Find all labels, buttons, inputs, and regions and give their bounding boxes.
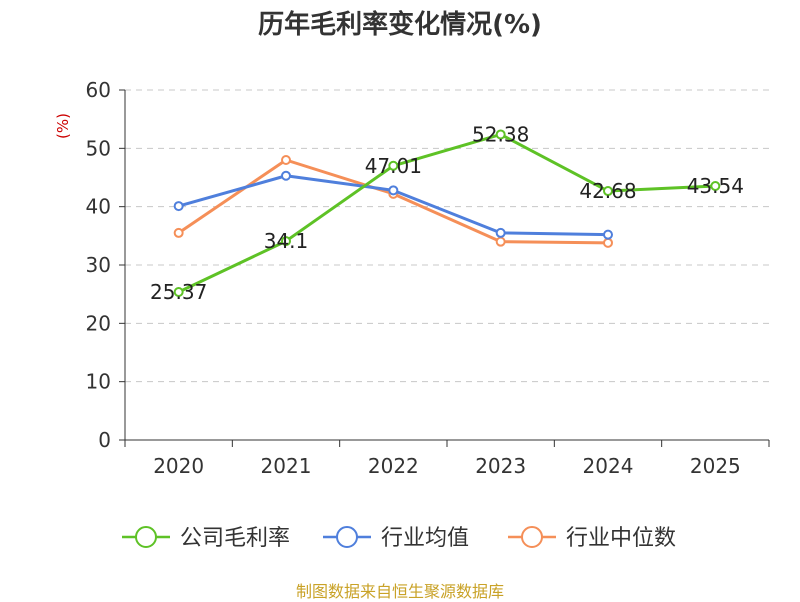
data-point [281,155,291,165]
y-tick-label: 10 [86,370,111,394]
legend-marker [521,526,543,548]
legend-label: 行业均值 [381,526,469,551]
data-label: 47.01 [365,154,422,178]
data-point [603,237,613,248]
x-tick-label: 2025 [690,454,741,478]
y-tick-label: 40 [86,195,111,219]
legend-marker [135,526,157,548]
y-axis-label: (%) [54,113,72,139]
y-tick-label: 20 [86,311,111,335]
data-label: 43.54 [687,174,744,198]
legend-marker [336,526,358,548]
data-point [281,236,291,247]
y-tick-label: 0 [98,428,111,452]
chart-title: 历年毛利率变化情况(%) [258,10,542,40]
series-line-1 [178,174,609,237]
data-point [603,186,613,197]
x-tick-label: 2023 [475,454,526,478]
x-tick-label: 2020 [153,454,204,478]
y-tick-label: 30 [86,253,111,277]
data-point [495,129,506,140]
data-point [173,227,184,238]
data-label: 42.68 [579,179,636,203]
x-tick-label: 2024 [583,454,634,478]
data-label: 25.37 [150,280,207,304]
data-point [173,201,184,212]
data-point [710,181,721,192]
legend-label: 公司毛利率 [180,526,290,551]
y-tick-label: 50 [86,136,111,160]
x-tick-label: 2021 [261,454,312,478]
data-point [388,160,399,171]
x-tick-label: 2022 [368,454,419,478]
data-label: 34.1 [264,229,309,253]
series-line-0 [178,132,716,294]
legend-label: 行业中位数 [566,526,676,551]
data-point [388,185,399,196]
data-point [603,229,613,240]
y-tick-label: 60 [86,78,111,102]
data-point [495,236,506,247]
data-point [281,170,291,181]
source-note: 制图数据来自恒生聚源数据库 [295,582,504,601]
data-point [173,287,184,298]
data-point [495,227,506,238]
data-label: 52.38 [472,122,529,146]
